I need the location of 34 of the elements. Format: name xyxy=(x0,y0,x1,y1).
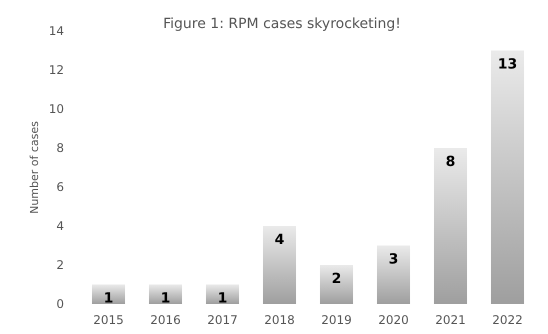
bar xyxy=(490,50,524,304)
y-tick-label: 2 xyxy=(56,258,64,272)
chart-title: Figure 1: RPM cases skyrocketing! xyxy=(163,16,401,32)
bar xyxy=(206,284,240,304)
bar xyxy=(262,226,296,304)
y-tick-label: 8 xyxy=(56,141,64,156)
bar xyxy=(92,284,126,304)
x-tick-label: 2022 xyxy=(492,313,523,327)
bar xyxy=(376,246,410,304)
x-tick-label: 2020 xyxy=(378,313,409,327)
x-tick-label: 2019 xyxy=(321,313,352,327)
y-axis-title: Number of cases xyxy=(28,120,41,214)
y-tick-label: 4 xyxy=(56,219,64,234)
y-tick-label: 0 xyxy=(56,297,64,312)
x-tick-label: 2017 xyxy=(207,313,238,327)
y-tick-label: 6 xyxy=(56,180,64,194)
data-label: 13 xyxy=(498,56,518,72)
bar xyxy=(320,265,354,304)
y-tick-label: 10 xyxy=(48,102,64,116)
data-label: 1 xyxy=(104,290,114,306)
y-tick-label: 14 xyxy=(48,24,64,38)
bar xyxy=(434,148,468,304)
x-tick-label: 2021 xyxy=(435,313,466,327)
x-tick-label: 2018 xyxy=(264,313,295,327)
bar xyxy=(148,284,182,304)
data-label: 8 xyxy=(446,154,456,170)
data-label: 2 xyxy=(332,271,342,287)
data-label: 4 xyxy=(274,232,285,248)
data-label: 1 xyxy=(218,290,228,306)
x-tick-label: 2015 xyxy=(93,313,124,327)
x-tick-label: 2016 xyxy=(150,313,181,327)
data-label: 3 xyxy=(388,252,398,268)
y-tick-label: 12 xyxy=(48,63,64,78)
data-label: 1 xyxy=(160,290,170,306)
